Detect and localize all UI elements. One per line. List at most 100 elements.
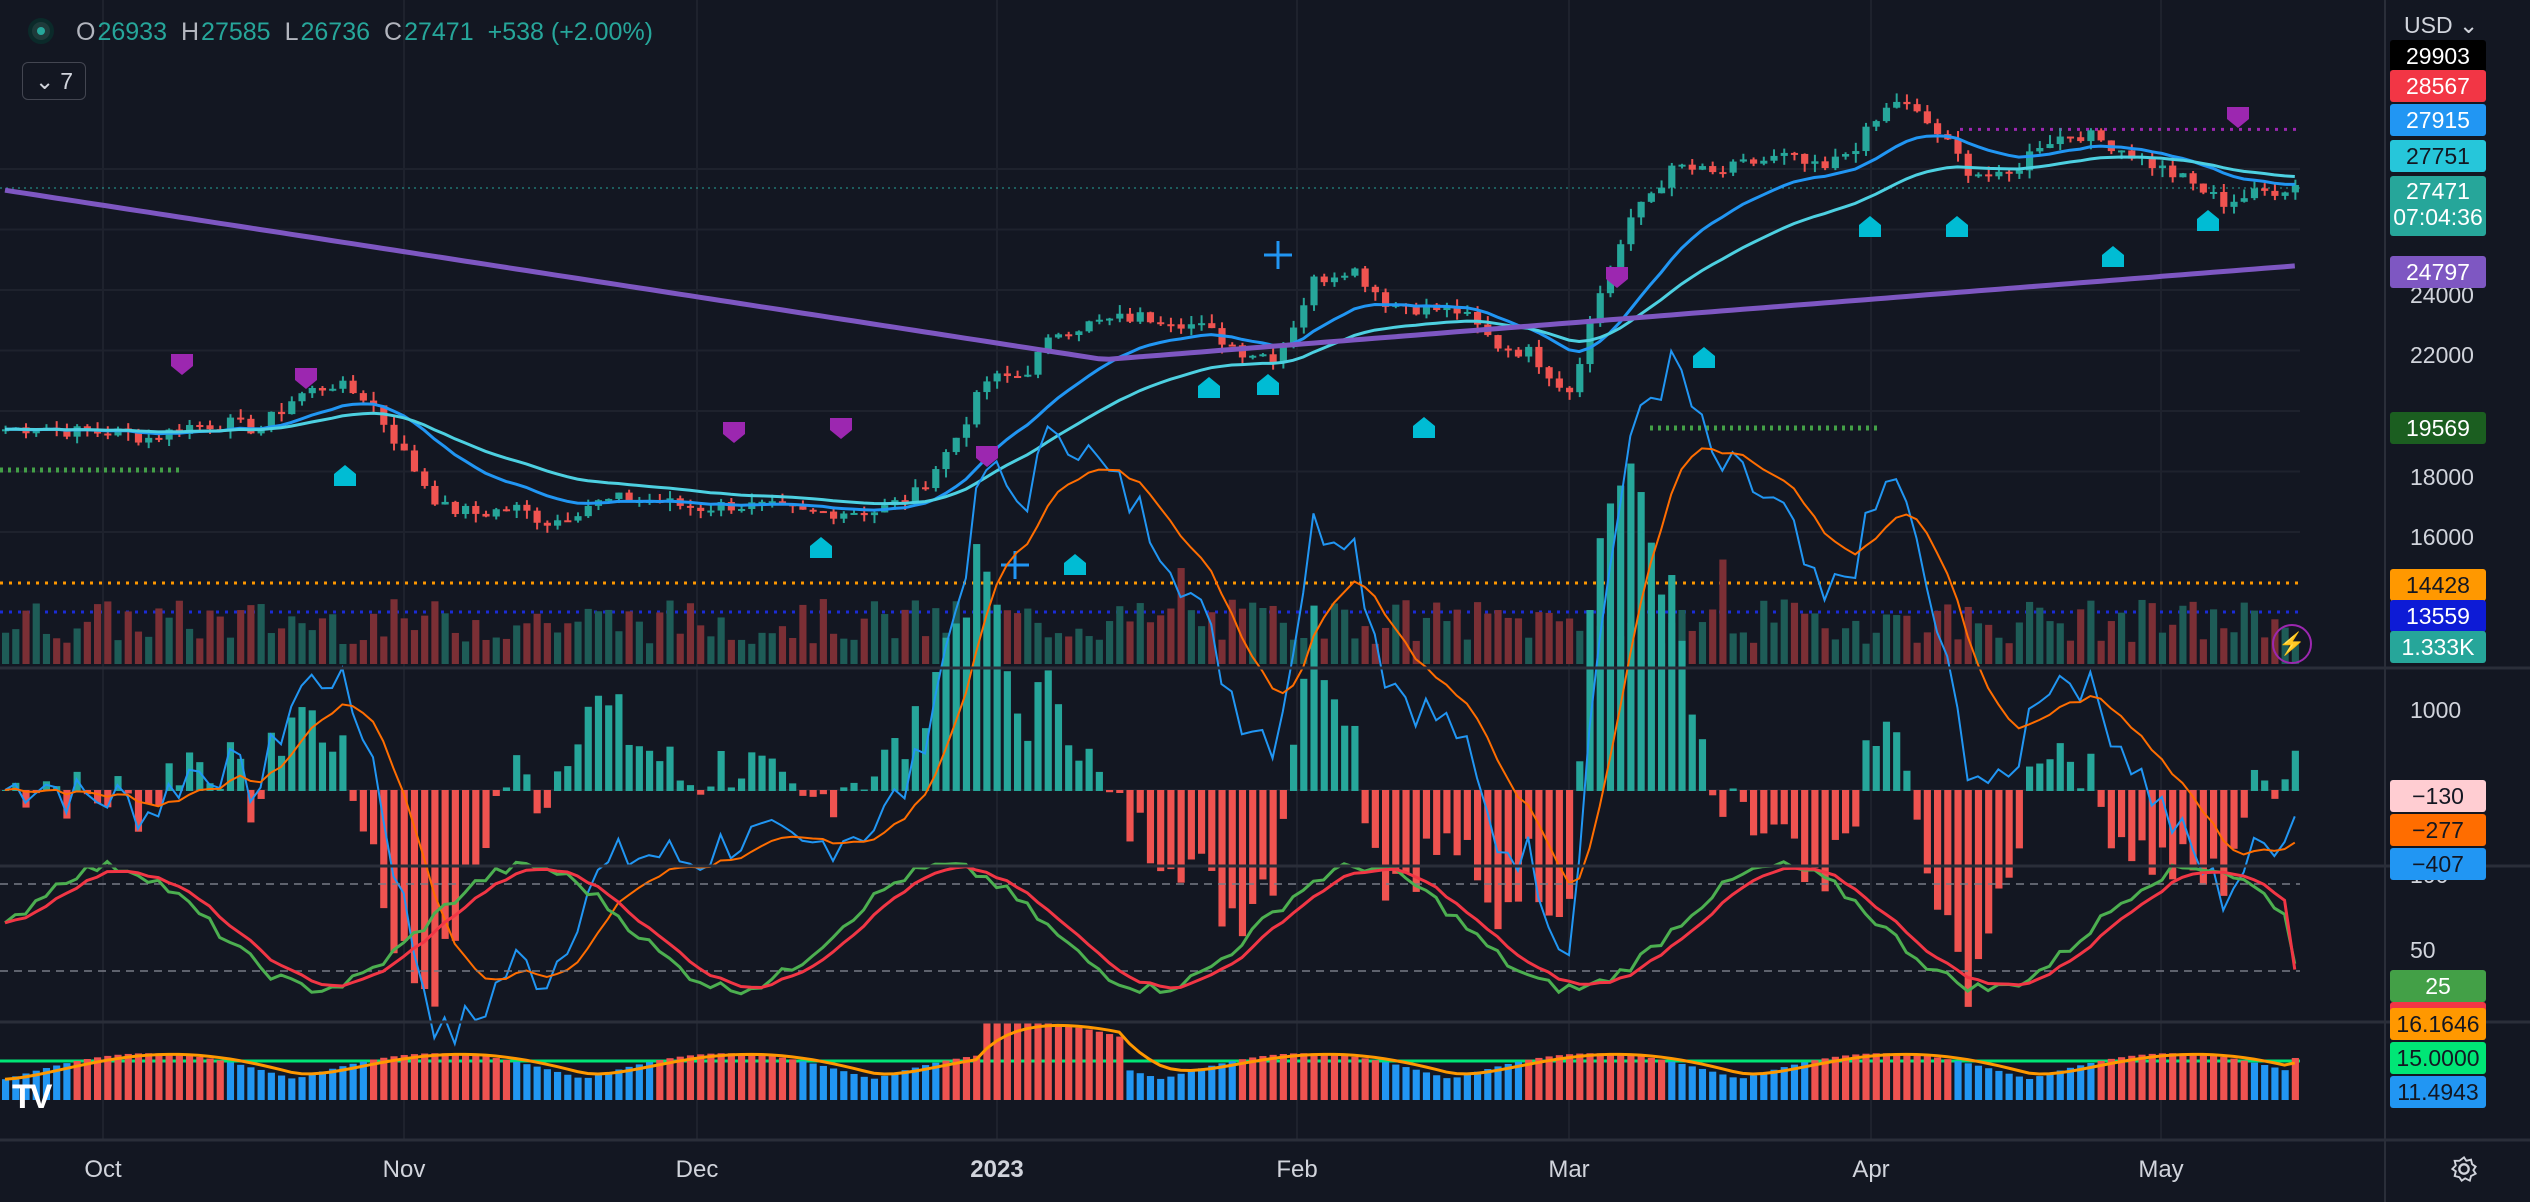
squeeze-bar xyxy=(574,1077,582,1100)
volume-bar xyxy=(1504,617,1512,664)
candle-body xyxy=(523,504,531,511)
macd-histogram-bar xyxy=(1198,790,1206,854)
squeeze-bar xyxy=(625,1066,633,1100)
macd-histogram-bar xyxy=(1617,485,1625,791)
candle-body xyxy=(1668,165,1676,188)
candle-body xyxy=(830,511,838,519)
macd-histogram-bar xyxy=(993,604,1001,791)
tradingview-logo[interactable]: TV xyxy=(12,1078,52,1116)
squeeze-bar xyxy=(370,1059,378,1100)
volume-bar xyxy=(421,615,429,664)
indicators-collapse-button[interactable]: ⌄ 7 xyxy=(22,62,86,100)
high-value: 27585 xyxy=(201,18,271,46)
macd-histogram-bar xyxy=(635,746,643,791)
squeeze-bar xyxy=(1443,1078,1451,1100)
volume-bar xyxy=(891,638,899,664)
candle-body xyxy=(2046,144,2054,149)
candle-body xyxy=(1003,373,1011,377)
squeeze-bar xyxy=(2250,1062,2259,1100)
squeeze-bar xyxy=(114,1054,122,1100)
macd-histogram-bar xyxy=(410,790,419,984)
macd-histogram-bar xyxy=(2066,761,2075,791)
macd-histogram-bar xyxy=(738,778,746,791)
indicator-count: 7 xyxy=(60,67,74,94)
squeeze-bar xyxy=(1525,1059,1533,1100)
volume-bar xyxy=(1995,637,2003,664)
volume-bar xyxy=(860,618,868,664)
squeeze-bar xyxy=(451,1053,459,1100)
macd-histogram-bar xyxy=(1136,790,1144,813)
candle-body xyxy=(1790,152,1799,155)
status-dot-icon[interactable] xyxy=(28,18,54,44)
macd-histogram-bar xyxy=(727,787,735,791)
macd-histogram-bar xyxy=(758,755,766,791)
macd-histogram-bar xyxy=(1095,771,1103,791)
candle-body xyxy=(2179,173,2187,178)
volume-bar xyxy=(870,601,879,664)
candle-body xyxy=(1913,104,1921,112)
macd-histogram-bar xyxy=(1392,790,1400,874)
macd-histogram-bar xyxy=(1065,745,1073,791)
currency-select[interactable]: USD ⌄ xyxy=(2404,12,2478,39)
candle-body xyxy=(400,443,408,451)
candle-body xyxy=(1934,123,1942,135)
macd-histogram-bar xyxy=(1259,790,1267,880)
squeeze-bar xyxy=(400,1055,408,1100)
bearish-marker xyxy=(723,422,745,443)
macd-histogram-bar xyxy=(1126,790,1134,842)
squeeze-bar xyxy=(2015,1076,2023,1100)
volume-bar xyxy=(1821,628,1829,664)
volume-bar xyxy=(1095,639,1103,664)
volume-bar xyxy=(1811,613,1819,664)
macd-histogram-bar xyxy=(1177,790,1185,883)
gear-icon[interactable] xyxy=(2450,1155,2478,1183)
squeeze-bar xyxy=(1422,1072,1431,1100)
candle-body xyxy=(2077,137,2085,142)
volume-bar xyxy=(1351,638,1359,664)
squeeze-bar xyxy=(1504,1063,1512,1100)
candle-body xyxy=(625,492,633,502)
macd-histogram-bar xyxy=(554,771,562,791)
squeeze-bar xyxy=(717,1053,725,1100)
volume-bar xyxy=(1392,604,1400,664)
bullish-marker xyxy=(1946,216,1968,237)
squeeze-bar xyxy=(2118,1057,2126,1100)
volume-bar xyxy=(799,604,807,664)
candle-body xyxy=(2281,192,2289,196)
volume-bar xyxy=(2087,600,2095,664)
candle-body xyxy=(2158,165,2167,169)
volume-bar xyxy=(1279,622,1287,664)
candle-body xyxy=(349,380,357,394)
candle-body xyxy=(809,509,817,512)
macd-histogram-bar xyxy=(349,790,357,801)
squeeze-bar xyxy=(196,1056,204,1100)
squeeze-bar xyxy=(2199,1054,2207,1100)
squeeze-bar xyxy=(472,1055,480,1100)
macd-histogram-bar xyxy=(2107,790,2115,849)
squeeze-bar xyxy=(1106,1034,1114,1100)
squeeze-bar xyxy=(257,1069,265,1100)
candle-body xyxy=(1198,323,1206,326)
bullish-marker xyxy=(2102,246,2124,267)
lightning-icon[interactable]: ⚡ xyxy=(2272,624,2312,664)
macd-histogram-bar xyxy=(1566,790,1574,899)
candle-body xyxy=(1750,159,1758,164)
volume-bar xyxy=(12,629,20,664)
volume-bar xyxy=(1974,623,1983,664)
volume-bar xyxy=(1157,615,1165,664)
squeeze-bar xyxy=(605,1072,613,1100)
volume-bar xyxy=(32,603,40,664)
candle-body xyxy=(451,501,459,515)
change-value: +538 (+2.00%) xyxy=(487,18,654,46)
squeeze-bar xyxy=(2005,1073,2013,1100)
candle-body xyxy=(390,424,398,444)
squeeze-bar xyxy=(1995,1070,2003,1100)
squeeze-bar xyxy=(1576,1053,1584,1100)
macd-histogram-bar xyxy=(1320,680,1328,791)
squeeze-bar xyxy=(1463,1074,1471,1100)
volume-bar xyxy=(727,639,735,664)
squeeze-bar xyxy=(1116,1036,1124,1100)
price-badge: 27751 xyxy=(2390,140,2486,172)
time-label: Nov xyxy=(382,1156,426,1183)
